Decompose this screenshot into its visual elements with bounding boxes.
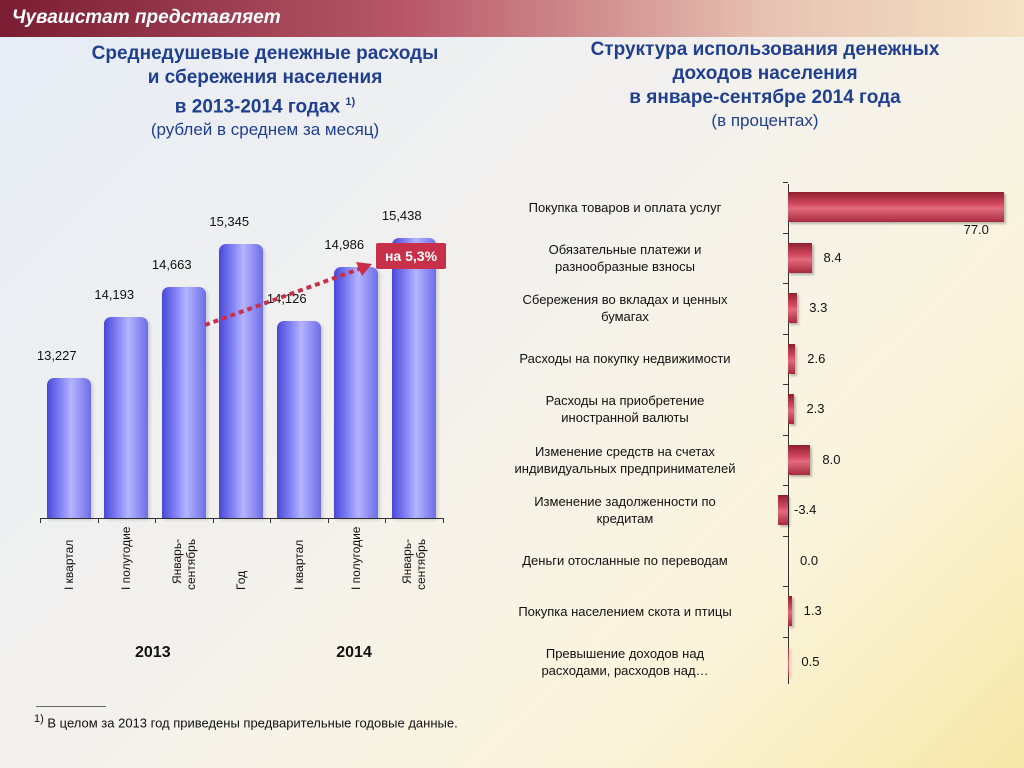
footnote: 1) В целом за 2013 год приведены предвар…: [34, 713, 458, 730]
bar: [46, 377, 91, 518]
bar: [391, 238, 436, 518]
category-label: Изменение задолженности по кредитам: [534, 494, 716, 526]
bar: [276, 320, 321, 518]
footnote-mark: 1): [34, 713, 44, 725]
y-axis-tick: [783, 586, 788, 587]
left-title-line1: Среднедушевые денежные расходы: [91, 43, 439, 64]
hbar-value-label: 8.0: [822, 451, 841, 467]
right-title-line2: доходов населения: [672, 63, 858, 84]
right-title-line1: Структура использования денежных: [590, 39, 940, 60]
x-axis-tick: [327, 518, 329, 523]
bar-value-label: 15,345: [209, 214, 250, 230]
y-axis-tick: [783, 333, 788, 335]
category-label: Расходы на покупку недвижимости: [519, 351, 731, 366]
x-axis-line: [40, 518, 443, 519]
y-axis-tick: [783, 182, 788, 183]
hbar-value-label: 8.4: [823, 249, 842, 265]
hbar-value-label: 0.0: [800, 552, 819, 568]
left-title-line3-text: в 2013-2014 годах: [174, 96, 341, 118]
left-title-subtitle: (рублей в среднем за месяц): [150, 120, 380, 140]
category-label: Изменение средств на счетах индивидуальны…: [514, 443, 736, 476]
x-tick-label: Январь-сентябрь: [399, 538, 428, 590]
y-axis-tick: [783, 232, 788, 234]
hbar: [778, 495, 788, 525]
hbar-value-label: 77.0: [963, 222, 989, 237]
hbar: [788, 242, 812, 273]
x-tick-label: I полугодие: [349, 526, 364, 590]
bar-value-label: 14,193: [94, 286, 135, 302]
hbar: [788, 343, 796, 374]
hbar-value-label: 0.5: [801, 653, 820, 669]
right-title-subtitle: (в процентах): [711, 111, 819, 130]
x-axis-tick: [40, 518, 41, 523]
x-axis-tick: [385, 518, 386, 523]
y-axis-tick: [783, 434, 788, 436]
header-bar: Чувашстат представляет: [0, 0, 1024, 37]
x-tick-label: I квартал: [61, 539, 76, 590]
category-label: Покупка населением скота и птицы: [518, 603, 732, 619]
bar: [104, 316, 149, 518]
hbar-value-label: -3.4: [794, 502, 817, 517]
left-title-footnote-mark: 1): [345, 96, 356, 108]
x-axis-tick: [155, 518, 156, 523]
x-tick-label: I квартал: [291, 539, 306, 590]
growth-badge: на 5,3%: [376, 243, 446, 269]
hbar-value-label: 1.3: [803, 603, 822, 618]
right-title-line3: в январе-сентябре 2014 года: [629, 87, 901, 108]
year-label: 2014: [336, 644, 372, 661]
y-axis-tick: [783, 636, 788, 638]
x-tick-label: I полугодие: [119, 526, 134, 590]
bar-value-label: 13,227: [36, 347, 77, 363]
y-axis-tick: [783, 283, 788, 284]
left-title-line2: и сбережения населения: [147, 67, 383, 88]
y-axis-tick: [783, 485, 788, 486]
footnote-divider: [36, 706, 106, 707]
hbar: [788, 293, 798, 323]
hbar-value-label: 3.3: [809, 300, 828, 315]
y-axis-tick: [783, 535, 788, 537]
x-tick-label: Год: [234, 570, 249, 590]
x-axis-tick: [97, 518, 99, 523]
bar-value-label: 14,126: [266, 290, 307, 306]
x-axis-tick: [270, 518, 271, 523]
right-chart-title: Структура использования денежных доходов…: [530, 38, 1000, 132]
category-label: Обязательные платежи и разнообразные взно…: [548, 241, 702, 274]
footnote-text: В целом за 2013 год приведены предварите…: [43, 715, 458, 731]
x-axis-tick: [442, 518, 444, 523]
hbar: [788, 192, 1004, 222]
hbar: [788, 394, 795, 424]
category-label: Сбережения во вкладах и ценных бумагах: [522, 292, 728, 324]
y-axis-line: [788, 184, 789, 684]
bar: [219, 244, 264, 518]
category-label: Превышение доходов над расходами, расходо…: [541, 645, 709, 678]
category-label: Деньги отосланные по переводам: [522, 553, 728, 568]
bar: [161, 287, 206, 518]
hbar: [788, 596, 792, 626]
category-label: Покупка товаров и оплата услуг: [528, 199, 722, 215]
x-tick-label: Январь-сентябрь: [169, 538, 198, 590]
category-label: Расходы на приобретение иностранной валют…: [545, 393, 705, 425]
left-chart-title: Среднедушевые денежные расходы и сбереже…: [30, 42, 500, 141]
x-axis-tick: [212, 518, 214, 523]
bar: [334, 266, 379, 518]
bar-value-label: 15,438: [381, 208, 422, 224]
header-title: Чувашстат представляет: [12, 7, 281, 28]
bar-value-label: 14,663: [151, 257, 192, 273]
hbar: [788, 646, 790, 677]
year-label: 2013: [135, 644, 171, 661]
bar-value-label: 14,986: [324, 236, 365, 252]
y-axis-tick: [783, 384, 788, 385]
left-title-line3: в 2013-2014 годах 1): [30, 90, 500, 119]
hbar-value-label: 2.3: [806, 401, 825, 416]
hbar: [788, 444, 811, 475]
hbar-value-label: 2.6: [807, 350, 826, 366]
